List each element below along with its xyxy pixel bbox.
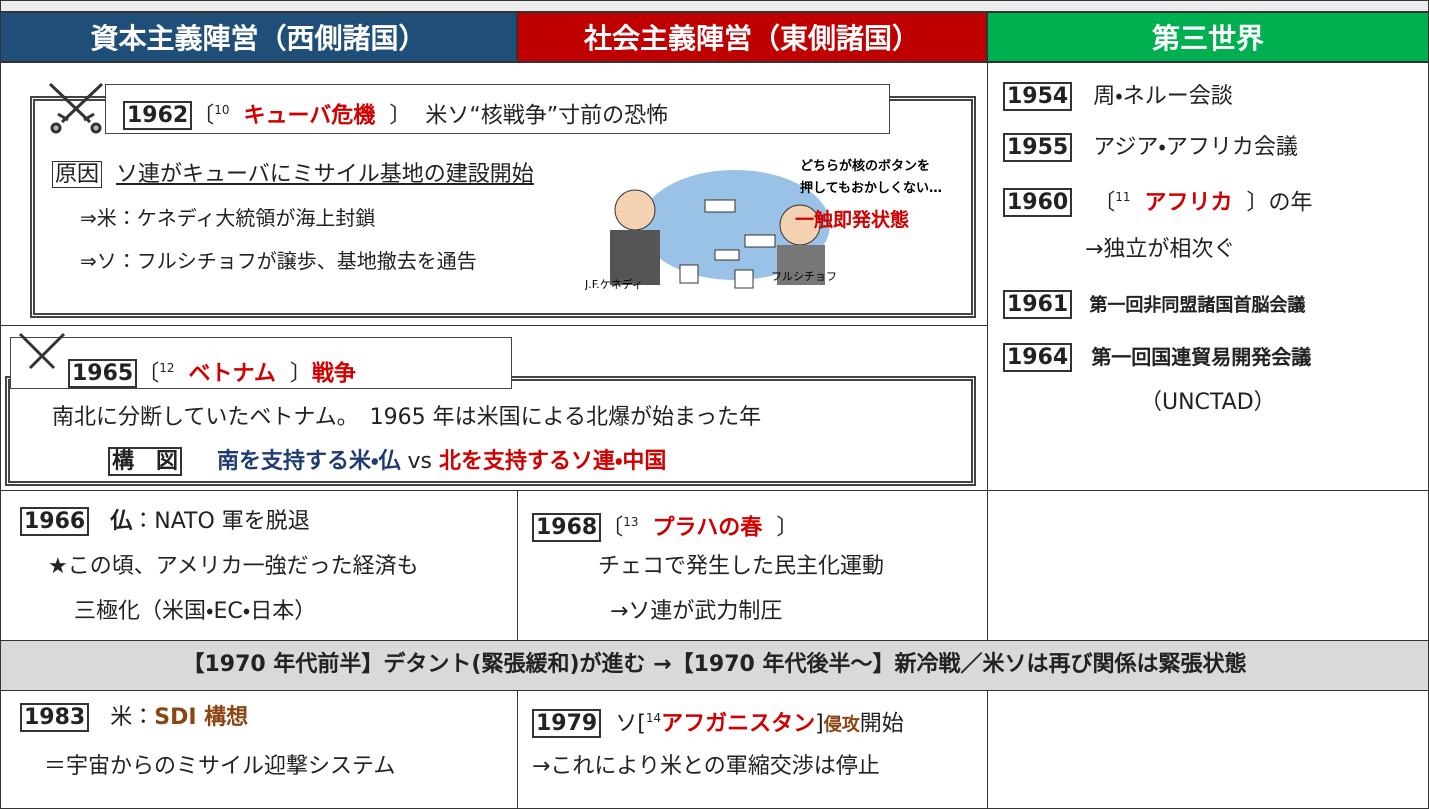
title-tab [105,84,890,134]
answer: アフガニスタン [661,711,816,737]
year: 1955 [1003,133,1073,162]
note: ★この頃、アメリカ一強だった経済も [48,554,419,579]
answer: アフリカ [1144,190,1233,216]
question-number: 12 [159,361,175,375]
header-east: 社会主義陣営（東側諸国） [517,12,987,62]
illustration: J.F.ケネディ フルシチョフ どちらが核のボタンを 押してもおかしくない… 一… [585,158,942,291]
year: 1961 [1003,290,1073,319]
event: 1960 〔11 アフリカ 〕の年 [1003,182,1313,218]
top-strip [0,0,1429,12]
caption: どちらが核のボタンを [800,158,930,174]
cell [987,62,1429,491]
year: 1968 [532,513,602,543]
bracket: 〕 [776,515,799,541]
note: →これにより米との軍縮交渉は停止 [532,754,880,779]
text: 第一回非同盟諸国首脳会議 [1089,295,1306,316]
event: 1961 第一回非同盟諸国首脳会議 [1003,290,1305,321]
note: チェコで発生した民主化運動 [598,554,885,579]
suffix: 開始 [859,711,904,737]
bracket: 〔 [192,103,215,129]
question-number: 10 [214,103,230,117]
event: 1979 ソ[14アフガニスタン]侵攻開始 [532,703,904,740]
verb: 侵攻 [823,714,860,736]
label: 構 図 [108,447,183,476]
cell [987,490,1429,641]
prefix: ソ[ [615,711,646,737]
title-line: 1965 〔12 ベトナム 〕戦争 [68,353,356,389]
north: 北を支持するソ連・中国 [438,449,667,474]
swords-icon [48,82,104,134]
text: ソ連がキューバにミサイル基地の建設開始 [116,162,534,187]
bracket: 〔 [601,515,624,541]
year: 1983 [20,703,90,732]
description: 米ソ“核戦争”寸前の恐怖 [425,103,669,129]
vs: vs [407,449,432,474]
year: 1954 [1003,82,1073,111]
event: 1955 アジア・アフリカ会議 [1003,133,1298,163]
note: ＝宇宙からのミサイル迎撃システム [44,754,396,779]
band-text: 【1970 年代前半】デタント(緊張緩和)が進む →【1970 年代後半～】新冷… [182,652,1247,677]
swords-icon [18,332,66,370]
answer: キューバ危機 [243,103,376,129]
text: 〕の年 [1246,190,1313,216]
south: 南を支持する米・仏 [216,449,401,474]
event: 1966 仏：NATO 軍を脱退 [20,507,310,537]
note: →独立が相次ぐ [1085,237,1236,262]
note: →ソ連が武力制圧 [610,599,783,624]
bracket: 〔 [1093,190,1116,216]
bracket: 〕 [289,361,312,387]
year: 1966 [20,507,90,536]
title-line: 1962 〔10 キューバ危機 〕 米ソ“核戦争”寸前の恐怖 [123,95,668,131]
structure-line: 構 図 南を支持する米・仏 vs 北を支持するソ連・中国 [108,447,666,477]
band-cell [0,640,1429,691]
year: 1979 [532,709,602,739]
event: 1954 周・ネルー会談 [1003,82,1233,112]
suffix: 戦争 [311,361,356,387]
answer: プラハの春 [652,515,763,541]
header-west: 資本主義陣営（西側諸国） [0,12,517,62]
event: 1968 〔13 プラハの春 〕 [532,507,798,543]
subject: 仏 [110,509,133,534]
question-number: 13 [623,515,639,529]
text: アジア・アフリカ会議 [1093,135,1298,160]
question-number: 14 [645,711,662,725]
text: 第一回国連貿易開発会議 [1091,345,1312,369]
answer: SDI 構想 [154,705,249,730]
bracket: 〕 [389,103,412,129]
cause-line: 原因 ソ連がキューバにミサイル基地の建設開始 [52,160,534,190]
note: 三極化（米国・EC・日本） [74,599,317,624]
state: 一触即発状態 [795,208,909,231]
year: 1960 [1003,188,1073,218]
header-third: 第三世界 [987,12,1429,62]
event: 1964 第一回国連貿易開発会議 [1003,342,1311,373]
text: ：NATO 軍を脱退 [132,509,310,534]
description: 南北に分断していたベトナム。 1965 年は米国による北爆が始まった年 [52,405,762,430]
year: 1964 [1003,343,1073,372]
illustration-label: J.F.ケネディ [585,277,643,291]
bracket: 〔 [137,361,160,387]
year: 1965 [68,359,138,389]
cell [987,690,1429,809]
step: ⇒ソ：フルシチョフが譲歩、基地撤去を通告 [80,249,477,273]
prefix: 米： [110,705,155,730]
event: 1983 米：SDI 構想 [20,703,248,733]
note: （UNCTAD） [1140,390,1276,415]
caption: 押してもおかしくない… [800,180,942,196]
year: 1962 [123,101,193,131]
answer: ベトナム [188,361,276,387]
label: 原因 [52,161,103,188]
question-number: 11 [1115,190,1131,204]
step: ⇒米：ケネディ大統領が海上封鎖 [80,206,376,230]
illustration-label: フルシチョフ [771,270,837,283]
text: 周・ネルー会談 [1093,84,1233,109]
bracket: ] [815,711,824,737]
